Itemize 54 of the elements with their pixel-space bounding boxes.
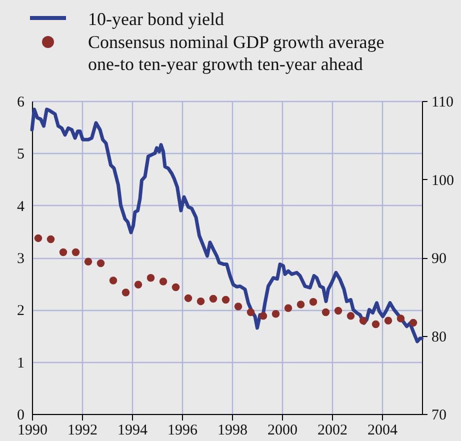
y2-tick-label: 100 [432,172,454,189]
point [246,308,255,316]
point [272,310,280,318]
y-tick-label: 3 [17,251,24,267]
x-tick-label: 1996 [168,422,198,438]
y-tick-label: 0 [17,408,24,424]
y2-tick-label: 80 [432,329,446,346]
y2-tick-label: 110 [432,94,454,110]
x-tick-label: 1998 [218,422,248,438]
point [34,234,42,242]
point [322,308,330,316]
point [359,316,368,324]
point [146,274,155,282]
line-series [30,108,424,344]
y-tick-label: 1 [17,355,24,372]
x-tick-label: 2004 [368,422,398,438]
point [72,248,80,256]
point [384,316,392,324]
x-tick-label: 2000 [268,422,298,438]
point [84,258,92,266]
y-tick-label: 6 [17,94,25,110]
point [296,300,305,308]
point [46,235,55,244]
point [134,280,142,288]
point [159,278,168,286]
y-tick-label: 2 [17,303,24,320]
x-tick-label: 1990 [18,422,48,438]
point [346,312,355,320]
point [96,259,105,268]
legend-label: 10-year bond yield [88,8,224,30]
point [122,288,130,296]
point [209,294,218,303]
point [196,297,205,306]
point [259,312,268,320]
point [309,298,318,306]
point [334,306,342,315]
legend-label: Consensus nominal GDP growth average one-to ten-year growth ten-year ahead [88,31,386,75]
point [59,248,68,256]
point [284,304,292,312]
point [222,296,230,304]
point [396,314,405,322]
point [372,320,380,328]
y-tick-label: 4 [17,198,25,215]
x-tick-label: 2002 [318,422,348,438]
point [172,283,180,292]
point [184,294,192,302]
x-tick-label: 1994 [118,422,148,438]
x-tick-label: 1992 [68,422,98,438]
y-tick-label: 5 [17,146,24,163]
y2-tick-label: 90 [432,251,446,267]
point [234,302,242,310]
point [109,276,118,284]
y2-tick-label: 70 [432,408,446,424]
point [409,318,418,327]
